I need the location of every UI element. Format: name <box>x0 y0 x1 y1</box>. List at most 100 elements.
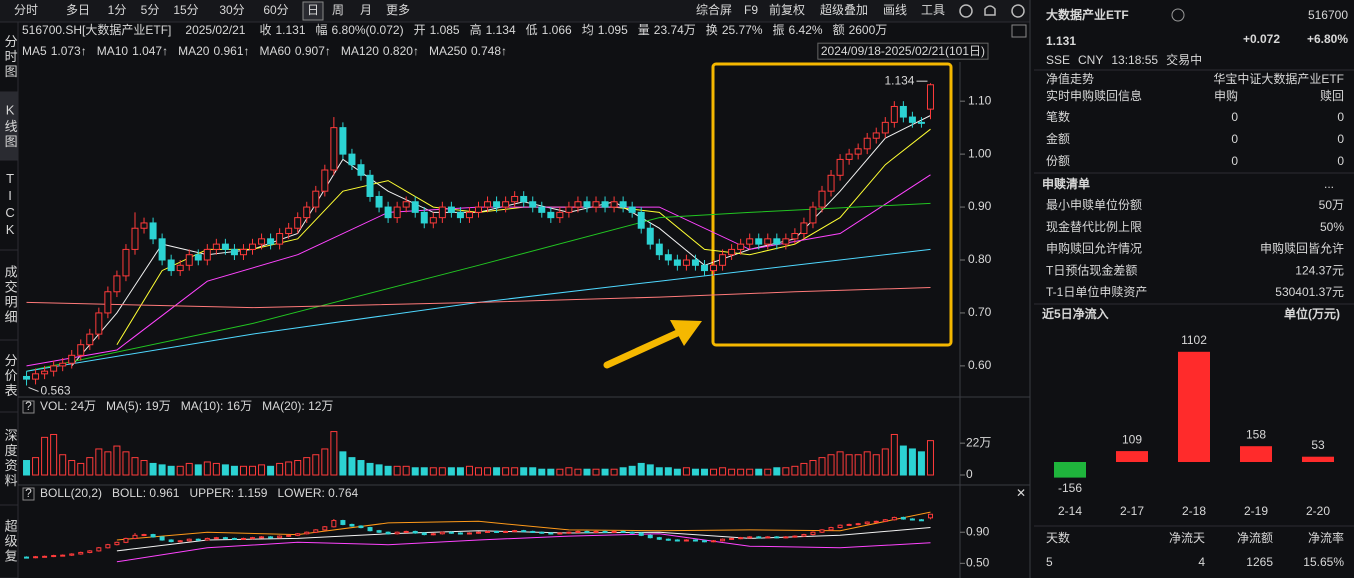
candle-body <box>547 211 555 219</box>
candle-body <box>349 523 355 527</box>
status-text: 交易中 <box>1166 52 1202 67</box>
toggle-icon[interactable] <box>1011 4 1025 18</box>
ma-line <box>26 202 931 372</box>
row-label: 份额 <box>1046 154 1070 168</box>
tool-button[interactable]: 综合屏 <box>696 2 732 17</box>
quote-item: 量 <box>638 23 650 37</box>
status-text: CNY <box>1078 53 1103 67</box>
candle-body <box>267 238 275 245</box>
info-icon[interactable] <box>1171 8 1185 22</box>
candle-body <box>259 536 265 539</box>
candle-body <box>855 523 861 526</box>
candle-body <box>105 544 111 549</box>
tool-button[interactable]: F9 <box>744 3 758 17</box>
candle-body <box>710 264 718 272</box>
candle-body <box>131 227 139 250</box>
side-tab[interactable]: 超级复 <box>3 519 18 564</box>
bell-icon[interactable] <box>984 5 996 16</box>
candle-body <box>655 243 663 256</box>
volume-bar <box>312 454 320 476</box>
period-tab[interactable]: 30分 <box>219 3 244 17</box>
period-tab[interactable]: 分时 <box>14 3 38 17</box>
volume-bar <box>447 467 455 476</box>
fund-code: 516700 <box>1308 8 1348 22</box>
volume-bar <box>682 467 690 476</box>
candle-body <box>376 530 382 533</box>
period-tab[interactable]: 多日 <box>66 3 90 17</box>
candle-body <box>755 238 763 245</box>
candle-body <box>557 532 563 535</box>
summary-value: 1265 <box>1246 555 1273 569</box>
summary-value: 4 <box>1198 555 1205 569</box>
period-tab[interactable]: 日 <box>307 3 319 17</box>
volume-bar <box>700 468 708 476</box>
tool-button[interactable]: 超级叠加 <box>820 2 868 17</box>
candle-body <box>366 174 374 197</box>
quote-item: 低 <box>526 23 538 37</box>
candle-body <box>720 538 726 542</box>
candle-body <box>864 521 870 525</box>
candle-body <box>213 537 219 540</box>
close-icon[interactable]: ✕ <box>1016 486 1026 500</box>
quote-item: 开 <box>414 23 426 37</box>
side-tab[interactable]: 成交明细 <box>3 265 18 325</box>
period-tab[interactable]: 更多 <box>386 3 410 17</box>
low-label: 0.563 <box>41 384 71 398</box>
flow-date: 2-19 <box>1244 504 1268 518</box>
boll-line <box>116 511 931 541</box>
candle-body <box>59 362 67 367</box>
y-tick-label: 0.80 <box>968 252 992 266</box>
volume-bar <box>764 468 772 476</box>
flow-date: 2-17 <box>1120 504 1144 518</box>
candle-body <box>602 530 608 533</box>
volume-bar <box>50 433 58 476</box>
candle-body <box>539 531 545 534</box>
help-mark: ? <box>25 399 32 413</box>
quote-item: 1.131 <box>275 23 305 37</box>
candle-body <box>493 201 501 208</box>
settings-icon[interactable] <box>959 4 973 18</box>
volume-bar <box>113 445 121 476</box>
volume-bar <box>800 462 808 476</box>
flow-value: 158 <box>1246 427 1266 441</box>
side-tab[interactable]: K线图 <box>3 103 18 150</box>
side-tab[interactable]: 深度资料 <box>3 429 18 489</box>
quote-item: 23.74万 <box>654 23 696 37</box>
more[interactable]: ... <box>1324 177 1334 191</box>
summary-header: 天数 <box>1046 530 1070 545</box>
candle-body <box>827 174 835 192</box>
candle-body <box>783 536 789 539</box>
volume-bar <box>321 448 329 476</box>
candle-body <box>68 354 76 364</box>
period-tab[interactable]: 60分 <box>263 3 288 17</box>
candle-body <box>167 259 175 272</box>
side-tab[interactable]: TICK <box>3 171 18 239</box>
tool-button[interactable]: 前复权 <box>769 2 805 17</box>
volume-bar <box>86 457 94 476</box>
period-tab[interactable]: 1分 <box>108 3 127 17</box>
date-range: 2024/09/18-2025/02/21(101日) <box>821 44 985 58</box>
arrow <box>603 326 688 369</box>
candle-body <box>899 105 907 118</box>
candle-body <box>530 530 536 533</box>
flow-date: 2-20 <box>1306 504 1330 518</box>
candle-body <box>465 211 473 219</box>
candle-body <box>412 530 418 534</box>
period-tab[interactable]: 月 <box>360 3 372 17</box>
side-tab[interactable]: 分价表 <box>3 354 18 399</box>
tool-button[interactable]: 工具 <box>921 3 945 17</box>
candle-body <box>313 529 319 533</box>
period-tab[interactable]: 周 <box>332 3 344 17</box>
candle-body <box>186 538 192 542</box>
candle-body <box>529 201 537 208</box>
period-tab[interactable]: 15分 <box>173 3 198 17</box>
quote-item: 幅 <box>316 22 328 37</box>
side-tab[interactable]: 分时图 <box>3 35 18 80</box>
period-tab[interactable]: 5分 <box>141 3 160 17</box>
change: +0.072 <box>1243 32 1280 46</box>
tool-button[interactable]: 画线 <box>883 3 907 17</box>
wp-icon[interactable] <box>1011 24 1027 38</box>
candle-body <box>158 238 166 261</box>
boll-legend: LOWER: 0.764 <box>277 486 358 500</box>
row-value: 50万 <box>1319 198 1344 212</box>
